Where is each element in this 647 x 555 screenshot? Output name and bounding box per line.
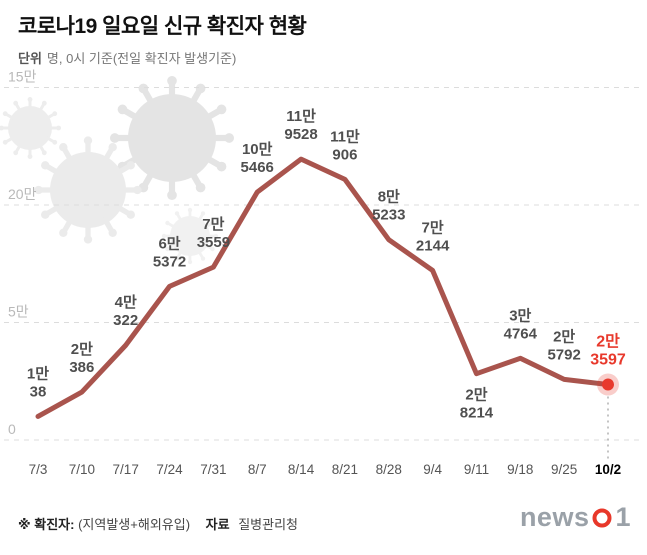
data-point-label: 5233 — [372, 207, 405, 224]
data-point-label: 3만 — [509, 307, 531, 324]
data-point-label: 10만 — [242, 141, 273, 158]
y-axis-tick-label: 0 — [8, 421, 16, 437]
data-point-label: 906 — [332, 146, 357, 163]
logo-ring-icon — [592, 508, 612, 527]
x-axis-label: 7/3 — [29, 462, 48, 477]
data-point-label: 2만 — [596, 333, 620, 351]
virus-icon — [0, 96, 62, 160]
x-axis-label: 8/14 — [288, 462, 315, 477]
data-point-label: 3559 — [197, 234, 230, 251]
virus-icon — [109, 75, 235, 201]
x-axis-label: 9/11 — [464, 462, 489, 477]
data-point-label: 6만 — [158, 235, 180, 252]
y-axis-tick-label: 15만 — [8, 69, 37, 85]
page-title: 코로나19 일요일 신규 확진자 현황 — [18, 15, 307, 38]
data-point-label: 4764 — [504, 325, 538, 342]
data-point-label: 8만 — [378, 189, 400, 206]
virus-icon — [161, 207, 219, 265]
data-point-label: 8214 — [460, 405, 494, 422]
y-axis-tick-label: 5만 — [8, 304, 29, 320]
source-value: 질병관리청 — [238, 517, 299, 532]
data-point-label: 2만 — [465, 387, 487, 404]
unit-text: 명, 0시 기준(전일 확진자 발생기준) — [46, 51, 237, 66]
logo-text-right: 1 — [615, 502, 631, 532]
data-point-label: 11만 — [286, 108, 316, 125]
x-axis-label: 9/4 — [423, 462, 442, 477]
data-point-label: 386 — [69, 359, 94, 376]
x-axis-label: 9/25 — [551, 462, 577, 477]
footnote-value: (지역발생+해외유입) — [78, 517, 191, 532]
line-path — [35, 156, 611, 419]
x-axis-label: 8/21 — [332, 462, 358, 477]
unit-label: 단위 — [18, 51, 42, 66]
data-point-label: 3597 — [590, 352, 626, 369]
data-point-label: 11만 — [330, 128, 360, 145]
x-axis-label: 8/7 — [248, 462, 267, 477]
data-point-label: 322 — [113, 312, 138, 329]
data-point-label: 5466 — [241, 159, 274, 176]
data-point-label: 38 — [30, 383, 47, 400]
footer-note: ※ 확진자: (지역발생+해외유입) 자료 질병관리청 — [18, 514, 298, 533]
virus-icon — [34, 136, 142, 244]
line-chart: 15만20만5만01만382만3864만3226만53727만355910만54… — [0, 69, 643, 477]
chart-header: 코로나19 일요일 신규 확진자 현황 단위 명, 0시 기준(전일 확진자 발생… — [18, 10, 307, 67]
source-label: 자료 — [205, 517, 230, 532]
x-axis-label: 9/18 — [507, 462, 533, 477]
highlight-dot — [602, 378, 614, 391]
data-point-label: 9528 — [284, 126, 317, 143]
y-axis-tick-label: 20만 — [8, 186, 37, 202]
data-point-label: 7만 — [422, 219, 444, 236]
x-axis-label: 7/24 — [156, 462, 183, 477]
footnote-label: ※ 확진자: — [18, 517, 75, 532]
news1-logo: news 1 — [520, 502, 631, 533]
data-point-label: 2144 — [416, 237, 450, 254]
data-point-label: 4만 — [115, 294, 137, 311]
data-point-label: 5372 — [153, 253, 186, 270]
chart-subtitle: 단위 명, 0시 기준(전일 확진자 발생기준) — [18, 48, 306, 67]
x-axis-label: 10/2 — [595, 462, 621, 477]
data-point-label: 5792 — [547, 346, 580, 363]
x-axis-label: 7/17 — [113, 462, 139, 477]
x-axis-label: 7/10 — [69, 462, 95, 477]
data-point-label: 2만 — [71, 341, 93, 358]
data-point-label: 1만 — [27, 365, 49, 382]
logo-text-left: news — [519, 502, 590, 532]
x-axis-label: 7/31 — [200, 462, 226, 477]
x-axis-label: 8/28 — [376, 462, 402, 477]
data-point-label: 7만 — [202, 216, 224, 233]
data-point-label: 2만 — [553, 328, 575, 345]
